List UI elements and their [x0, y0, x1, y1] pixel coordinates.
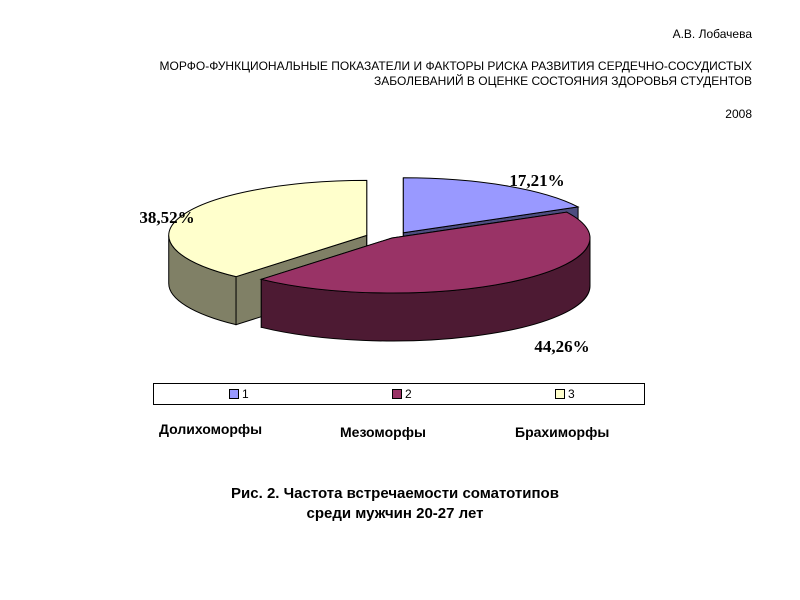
data-label-1: 17,21%	[509, 171, 564, 190]
category-label-mesomorphs: Мезоморфы	[340, 424, 426, 440]
legend-label-3: 3	[568, 387, 575, 401]
category-label-brachymorphs: Брахиморфы	[515, 424, 610, 440]
figure-caption-line-1: Рис. 2. Частота встречаемости соматотипо…	[231, 485, 559, 502]
figure-caption: Рис. 2. Частота встречаемости соматотипо…	[0, 484, 790, 524]
figure-caption-line-2: среди мужчин 20-27 лет	[306, 505, 484, 522]
year: 2008	[725, 107, 752, 121]
paper-title: МОРФО-ФУНКЦИОНАЛЬНЫЕ ПОКАЗАТЕЛИ И ФАКТОР…	[52, 59, 752, 89]
paper-title-line-2: ЗАБОЛЕВАНИЙ В ОЦЕНКЕ СОСТОЯНИЯ ЗДОРОВЬЯ …	[373, 74, 752, 88]
legend-entry-3: 3	[555, 388, 575, 400]
legend-label-1: 1	[242, 387, 249, 401]
legend-entry-1: 1	[229, 388, 249, 400]
legend-label-2: 2	[405, 387, 412, 401]
category-label-dolichomorphs: Долихоморфы	[159, 421, 263, 437]
legend-swatch-2	[392, 389, 402, 399]
chart-legend: 1 2 3	[153, 383, 645, 405]
author: А.В. Лобачева	[672, 27, 752, 41]
legend-entry-2: 2	[392, 388, 412, 400]
paper-title-line-1: МОРФО-ФУНКЦИОНАЛЬНЫЕ ПОКАЗАТЕЛИ И ФАКТОР…	[159, 59, 752, 73]
pie-slice-2	[259, 211, 591, 294]
data-label-3: 38,52%	[139, 208, 194, 227]
pie-slice-3	[168, 179, 368, 278]
pie-slice-1	[402, 177, 580, 234]
legend-swatch-1	[229, 389, 239, 399]
legend-swatch-3	[555, 389, 565, 399]
data-label-2: 44,26%	[534, 337, 589, 356]
